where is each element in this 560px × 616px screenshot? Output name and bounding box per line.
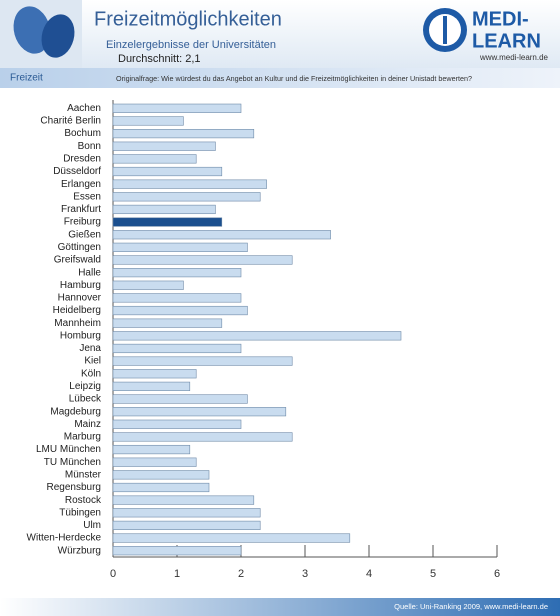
y-tick-label: Frankfurt bbox=[61, 204, 101, 215]
bar bbox=[112, 217, 223, 227]
y-tick-label: Regensburg bbox=[47, 482, 101, 493]
y-tick-label: Würzburg bbox=[58, 545, 101, 556]
bar bbox=[112, 154, 197, 164]
y-tick-label: Charité Berlin bbox=[40, 116, 101, 127]
bar bbox=[112, 230, 331, 240]
x-tick-label: 0 bbox=[110, 568, 116, 580]
bar bbox=[112, 204, 216, 215]
footer-bg bbox=[0, 598, 560, 616]
x-tick-label: 2 bbox=[238, 568, 244, 580]
y-tick-label: Magdeburg bbox=[50, 406, 101, 417]
bar bbox=[112, 419, 242, 429]
x-tick-label: 1 bbox=[174, 568, 180, 580]
bar bbox=[112, 407, 287, 417]
y-tick-label: Marburg bbox=[64, 432, 101, 443]
y-tick-label: Lübeck bbox=[69, 394, 102, 405]
bar bbox=[112, 331, 402, 341]
bar bbox=[112, 305, 248, 316]
y-tick-label: Mannheim bbox=[54, 318, 101, 329]
bar bbox=[112, 318, 223, 328]
x-tick-label: 3 bbox=[302, 568, 308, 580]
bar bbox=[112, 470, 210, 480]
y-tick-label: Erlangen bbox=[61, 179, 101, 190]
masks-icon bbox=[0, 0, 82, 68]
bar bbox=[112, 533, 351, 543]
y-tick-label: Göttingen bbox=[58, 242, 101, 253]
bar bbox=[112, 482, 210, 493]
bar bbox=[112, 432, 293, 442]
average: Durchschnitt: 2,1 bbox=[118, 53, 201, 65]
question: Originalfrage: Wie würdest du das Angebo… bbox=[116, 74, 472, 83]
bar bbox=[112, 141, 216, 151]
x-tick-label: 6 bbox=[494, 568, 500, 580]
bar bbox=[112, 508, 261, 518]
bar bbox=[112, 394, 248, 404]
y-tick-label: Hamburg bbox=[60, 280, 101, 291]
bar bbox=[112, 179, 267, 189]
bar bbox=[112, 192, 261, 202]
bar bbox=[112, 166, 223, 177]
bar bbox=[112, 369, 197, 379]
y-tick-label: Ulm bbox=[83, 520, 101, 531]
y-tick-label: Heidelberg bbox=[53, 305, 101, 316]
logo: MEDI- LEARN www.medi-learn.de bbox=[423, 8, 549, 62]
y-tick-label: Bonn bbox=[78, 141, 101, 152]
y-tick-label: Tübingen bbox=[59, 507, 101, 518]
y-tick-label: Jena bbox=[79, 343, 101, 354]
y-tick-label: Dresden bbox=[63, 154, 101, 165]
bar bbox=[112, 495, 255, 505]
bar bbox=[112, 444, 191, 455]
y-tick-label: LMU München bbox=[36, 444, 101, 455]
section-label: Freizeit bbox=[10, 73, 43, 84]
y-tick-label: Bochum bbox=[64, 128, 101, 139]
y-tick-label: Münster bbox=[65, 469, 102, 480]
subtitle: Einzelergebnisse der Universitäten bbox=[106, 39, 276, 51]
y-tick-label: Aachen bbox=[67, 103, 101, 114]
y-tick-label: Kiel bbox=[84, 356, 101, 367]
y-tick-label: Düsseldorf bbox=[53, 166, 101, 177]
logo-line2: LEARN bbox=[472, 30, 541, 52]
y-tick-label: Köln bbox=[81, 368, 101, 379]
y-tick-label: Rostock bbox=[65, 495, 102, 506]
bar bbox=[112, 103, 242, 113]
title: Freizeitmöglichkeiten bbox=[94, 8, 282, 30]
bar bbox=[112, 381, 191, 391]
bar bbox=[112, 520, 261, 530]
y-tick-label: TU München bbox=[44, 457, 101, 468]
bar bbox=[112, 242, 248, 252]
y-tick-label: Hannover bbox=[58, 293, 102, 304]
y-tick-label: Greifswald bbox=[54, 255, 101, 266]
y-tick-label: Witten-Herdecke bbox=[27, 533, 102, 544]
logo-line1: MEDI- bbox=[472, 8, 529, 30]
bar bbox=[112, 129, 255, 139]
section-band bbox=[0, 68, 560, 88]
bar bbox=[112, 293, 242, 303]
footer-source: Quelle: Uni-Ranking 2009, www.medi-learn… bbox=[394, 602, 548, 611]
bar bbox=[112, 457, 197, 467]
y-tick-label: Gießen bbox=[68, 229, 101, 240]
bar bbox=[112, 356, 293, 366]
bar bbox=[112, 116, 184, 126]
y-tick-label: Homburg bbox=[60, 330, 101, 341]
logo-url: www.medi-learn.de bbox=[479, 53, 549, 62]
y-tick-label: Leipzig bbox=[69, 381, 101, 392]
x-tick-label: 5 bbox=[430, 568, 436, 580]
bar bbox=[112, 280, 184, 290]
y-tick-label: Mainz bbox=[74, 419, 101, 430]
y-tick-label: Freiburg bbox=[64, 217, 101, 228]
y-tick-label: Essen bbox=[73, 191, 101, 202]
x-tick-label: 4 bbox=[366, 568, 372, 580]
bar bbox=[112, 343, 242, 354]
y-tick-label: Halle bbox=[78, 267, 101, 278]
bar bbox=[112, 255, 293, 265]
header-bg bbox=[0, 0, 560, 68]
bar bbox=[112, 546, 242, 556]
bar bbox=[112, 268, 242, 278]
